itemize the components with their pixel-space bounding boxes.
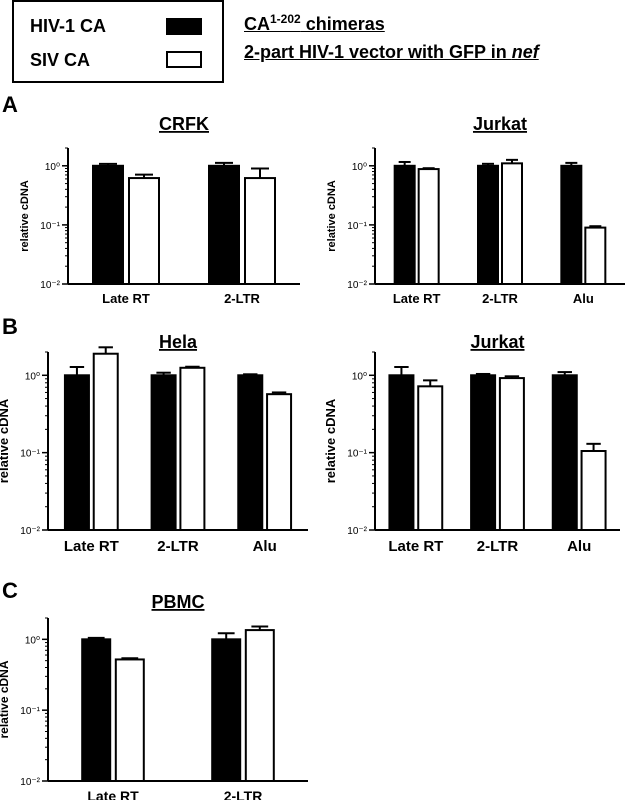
bar-siv (92, 352, 119, 532)
y-axis-label: relative cDNA (0, 660, 11, 738)
legend-swatch-siv (166, 51, 202, 68)
chart-crfk: CRFK relative cDNA 10⁻² 10⁻¹ 10⁰ Late RT 2-LTR (19, 114, 300, 306)
bar-siv (498, 377, 525, 532)
y-tick-label: 10⁻² (40, 280, 60, 291)
y-tick-label: 10⁻¹ (20, 449, 40, 460)
chart-title: CRFK (159, 114, 209, 134)
title-ca: CA (244, 14, 270, 34)
bar-siv (266, 393, 293, 531)
x-category-label: Late RT (102, 291, 150, 306)
legend-swatch-hiv1 (166, 18, 202, 35)
title-rest: chimeras (300, 14, 385, 34)
chart-jurkat-a: Jurkat relative cDNA 10⁻² 10⁻¹ 10⁰ Late RT 2-L… (326, 114, 625, 306)
x-category-label: Late RT (87, 788, 139, 800)
panel-letter-b: B (2, 314, 18, 339)
bar-siv (114, 658, 145, 782)
bar-hiv1 (63, 374, 90, 531)
y-tick-label: 10⁻¹ (347, 449, 367, 460)
y-tick-label: 10⁻² (20, 526, 40, 537)
x-category-label: 2-LTR (157, 538, 199, 555)
bar-hiv1 (237, 374, 264, 531)
y-tick-label: 10⁰ (25, 635, 40, 646)
bar-siv (580, 450, 607, 531)
y-tick-label: 10⁻¹ (40, 221, 60, 232)
bar-siv (417, 385, 444, 532)
x-category-label: 2-LTR (482, 291, 518, 306)
y-axis-label: relative cDNA (0, 398, 11, 483)
bar-hiv1 (92, 164, 124, 285)
y-axis-label: relative cDNA (326, 180, 338, 252)
x-category-label: Alu (567, 538, 591, 555)
y-tick-label: 10⁰ (25, 371, 40, 382)
x-category-label: 2-LTR (224, 788, 263, 800)
bar-hiv1 (560, 164, 583, 285)
bar-hiv1 (211, 638, 242, 783)
bar-hiv1 (150, 374, 177, 531)
subtitle-italic: nef (511, 42, 539, 62)
y-axis-label: relative cDNA (323, 398, 338, 483)
chart-title: Hela (159, 332, 198, 352)
x-category-label: 2-LTR (224, 291, 260, 306)
bar-siv (417, 168, 440, 285)
chart-title: PBMC (152, 592, 205, 612)
x-category-label: Late RT (64, 538, 119, 555)
bar-siv (244, 629, 275, 782)
subtitle-text: 2-part HIV-1 vector with GFP in (244, 42, 512, 62)
bar-hiv1 (208, 164, 240, 285)
x-category-label: Late RT (393, 291, 441, 306)
figure-title: CA1-202 chimeras (244, 12, 385, 35)
y-tick-label: 10⁰ (352, 371, 367, 382)
y-tick-label: 10⁻² (347, 280, 367, 291)
chart-jurkat-b: Jurkat relative cDNA 10⁻² 10⁻¹ 10⁰ Late RT 2-L… (323, 332, 620, 555)
chart-pbmc: PBMC relative cDNA 10⁻² 10⁻¹ 10⁰ Late RT 2-LTR (0, 592, 308, 800)
y-axis-label: relative cDNA (19, 180, 31, 252)
chart-hela: Hela relative cDNA 10⁻² 10⁻¹ 10⁰ Late RT 2-LTR… (0, 332, 308, 555)
x-category-label: Late RT (388, 538, 443, 555)
x-category-label: 2-LTR (477, 538, 519, 555)
title-superscript: 1-202 (270, 12, 301, 26)
bar-hiv1 (81, 638, 112, 783)
bar-hiv1 (393, 164, 416, 285)
bar-siv (128, 177, 160, 285)
legend: HIV-1 CA SIV CA (12, 0, 224, 83)
bar-siv (244, 177, 276, 285)
bar-siv (501, 162, 523, 285)
y-tick-label: 10⁰ (352, 162, 367, 173)
bar-siv (179, 366, 206, 531)
bar-hiv1 (470, 374, 497, 531)
x-category-label: Alu (253, 538, 277, 555)
legend-label-siv: SIV CA (30, 50, 91, 70)
panel-letter-c: C (2, 578, 18, 603)
legend-label-hiv1: HIV-1 CA (30, 16, 107, 36)
y-tick-label: 10⁻¹ (347, 221, 367, 232)
panel-letter-a: A (2, 92, 18, 117)
x-category-label: Alu (573, 291, 594, 306)
y-tick-label: 10⁻² (20, 777, 40, 788)
bar-siv (584, 226, 607, 285)
bar-hiv1 (477, 164, 499, 285)
chart-title: Jurkat (470, 332, 524, 352)
chart-title: Jurkat (473, 114, 527, 134)
bar-hiv1 (551, 374, 578, 531)
bar-hiv1 (388, 374, 415, 531)
y-tick-label: 10⁻¹ (20, 706, 40, 717)
figure-subtitle: 2-part HIV-1 vector with GFP in nef (244, 42, 539, 63)
y-tick-label: 10⁰ (45, 162, 60, 173)
y-tick-label: 10⁻² (347, 526, 367, 537)
